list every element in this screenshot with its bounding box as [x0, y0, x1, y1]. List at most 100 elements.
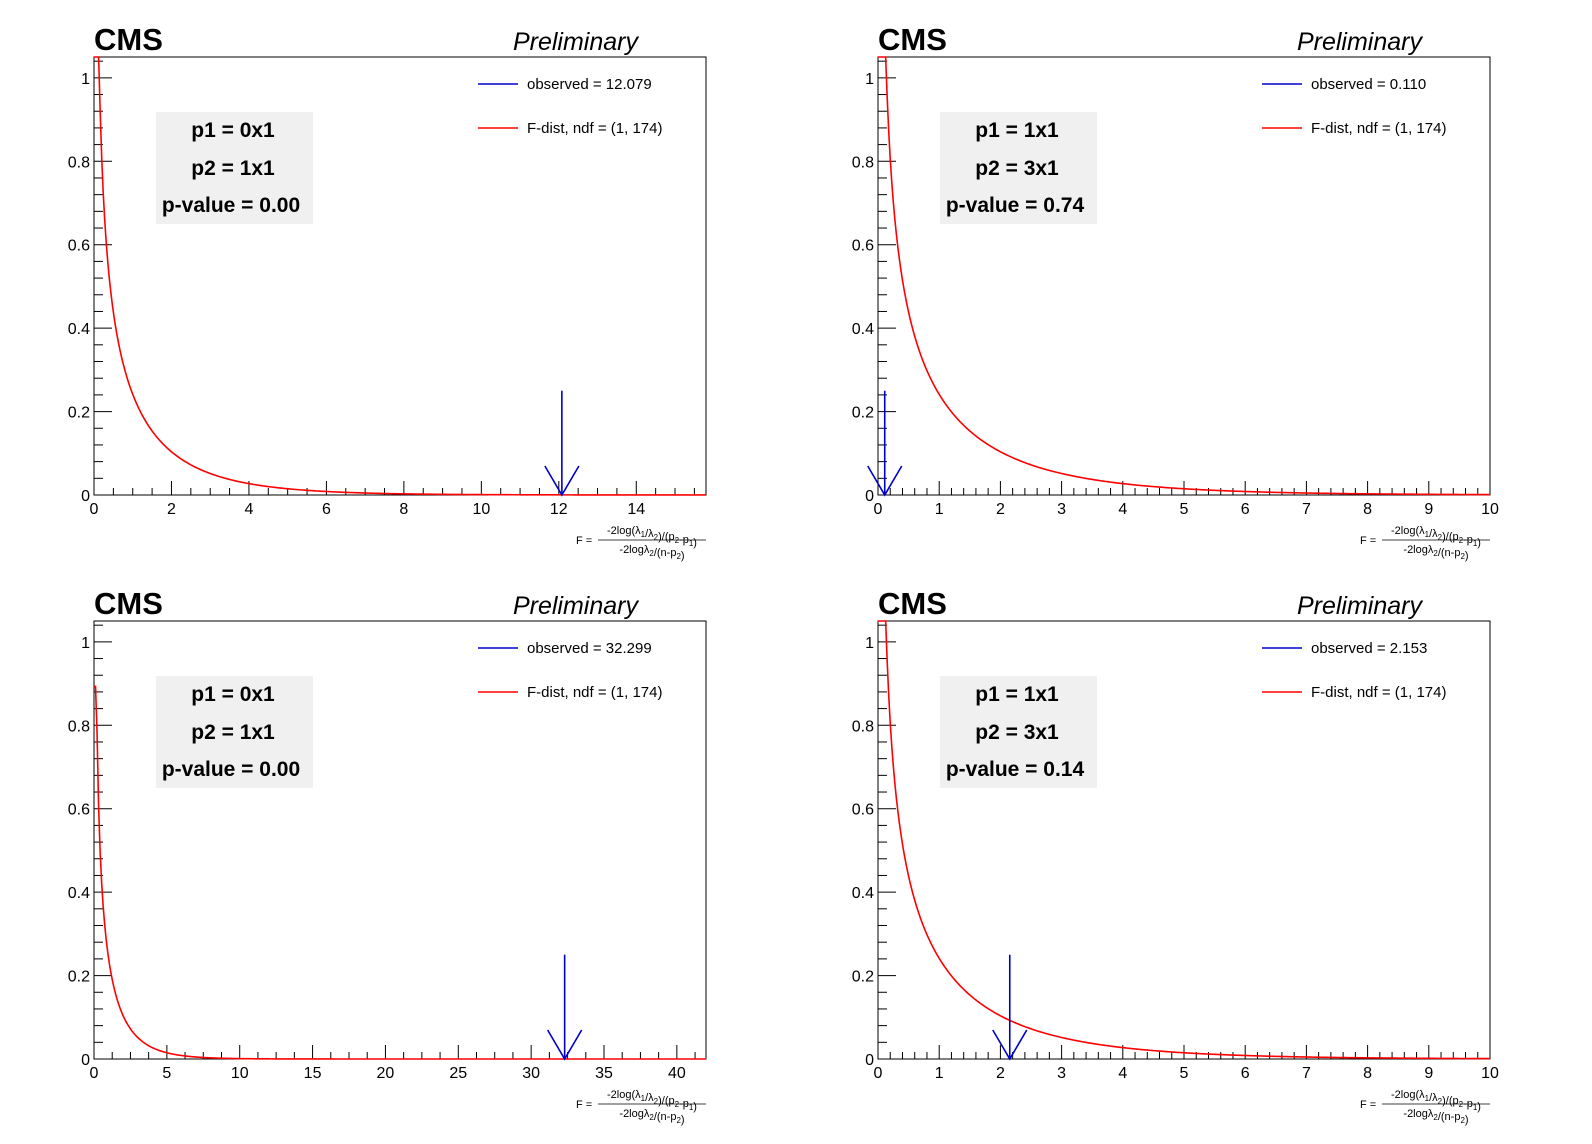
x-tick-label: 0 [90, 501, 99, 518]
y-tick-label: 0.8 [852, 718, 874, 735]
legend-fdist-label: F-dist, ndf = (1, 174) [527, 120, 662, 137]
y-tick-label: 0.2 [852, 405, 874, 422]
y-tick-label: 0.4 [852, 321, 874, 338]
x-tick-label: 4 [1118, 501, 1127, 518]
x-tick-label: 35 [595, 1065, 613, 1082]
legend-observed-label: observed = 32.299 [527, 640, 652, 657]
observed-arrow-head [867, 465, 903, 497]
info-box [940, 676, 1097, 788]
x-tick-label: 25 [449, 1065, 467, 1082]
y-tick-label: 0.4 [68, 321, 90, 338]
x-tick-label: 10 [1481, 1065, 1499, 1082]
xlabel-denominator: -2logλ2/(n-p2) [1403, 1108, 1468, 1126]
info-pvalue: p-value = 0.74 [946, 194, 1085, 217]
preliminary-label: Preliminary [513, 592, 640, 620]
observed-arrow-head [546, 1029, 583, 1061]
x-tick-label: 4 [244, 501, 253, 518]
y-tick-label: 0.4 [68, 885, 90, 902]
x-tick-label: 20 [377, 1065, 395, 1082]
y-tick-label: 0 [865, 1052, 874, 1069]
x-tick-label: 5 [1180, 501, 1189, 518]
preliminary-label: Preliminary [1297, 592, 1424, 620]
cms-label: CMS [94, 22, 163, 57]
y-tick-label: 0 [81, 488, 90, 505]
fdist-curve [878, 56, 1490, 496]
info-p1: p1 = 1x1 [975, 683, 1059, 706]
legend-observed-label: observed = 12.079 [527, 76, 652, 93]
x-tick-label: 8 [1363, 1065, 1372, 1082]
x-tick-label: 8 [1363, 501, 1372, 518]
x-tick-label: 8 [399, 501, 408, 518]
x-tick-label: 0 [874, 1065, 883, 1082]
info-box [940, 112, 1097, 224]
y-tick-label: 0.8 [68, 718, 90, 735]
x-tick-label: 7 [1302, 501, 1311, 518]
legend-observed-label: observed = 0.110 [1311, 76, 1426, 93]
legend-observed-label: observed = 2.153 [1311, 640, 1427, 657]
info-p1: p1 = 1x1 [975, 119, 1059, 142]
observed-arrow-head [544, 465, 580, 497]
x-tick-label: 2 [996, 1065, 1005, 1082]
x-tick-label: 1 [935, 501, 944, 518]
preliminary-label: Preliminary [513, 28, 640, 56]
info-p2: p2 = 3x1 [975, 157, 1059, 180]
y-tick-label: 0.6 [68, 238, 90, 255]
x-tick-label: 14 [627, 501, 645, 518]
x-tick-label: 0 [90, 1065, 99, 1082]
xlabel-denominator: -2logλ2/(n-p2) [619, 544, 684, 562]
x-tick-label: 2 [167, 501, 176, 518]
info-p1: p1 = 0x1 [191, 683, 275, 706]
xlabel-prefix: F = [1360, 535, 1376, 547]
y-tick-label: 0.2 [852, 969, 874, 986]
xlabel-prefix: F = [576, 535, 592, 547]
x-tick-label: 5 [1180, 1065, 1189, 1082]
x-tick-label: 40 [668, 1065, 686, 1082]
fdist-curve [94, 56, 706, 496]
info-pvalue: p-value = 0.14 [946, 758, 1085, 781]
info-box [156, 112, 313, 224]
info-p2: p2 = 3x1 [975, 721, 1059, 744]
x-tick-label: 10 [1481, 501, 1499, 518]
x-tick-label: 15 [304, 1065, 322, 1082]
plot-frame [93, 56, 707, 496]
y-tick-label: 0.2 [68, 405, 90, 422]
y-tick-label: 0 [865, 488, 874, 505]
xlabel-prefix: F = [1360, 1099, 1376, 1111]
x-tick-label: 9 [1424, 501, 1433, 518]
y-tick-label: 1 [81, 71, 90, 88]
y-tick-label: 0.8 [852, 154, 874, 171]
y-tick-label: 0.2 [68, 969, 90, 986]
y-tick-label: 1 [81, 635, 90, 652]
y-tick-label: 0.4 [852, 885, 874, 902]
x-tick-label: 10 [231, 1065, 249, 1082]
info-pvalue: p-value = 0.00 [162, 758, 300, 781]
y-tick-label: 0.6 [852, 238, 874, 255]
x-tick-label: 6 [1241, 1065, 1250, 1082]
info-p2: p2 = 1x1 [191, 157, 275, 180]
xlabel-denominator: -2logλ2/(n-p2) [619, 1108, 684, 1126]
cms-label: CMS [878, 586, 947, 621]
x-tick-label: 7 [1302, 1065, 1311, 1082]
x-tick-label: 0 [874, 501, 883, 518]
x-tick-label: 30 [522, 1065, 540, 1082]
x-tick-label: 12 [550, 501, 568, 518]
info-box [156, 676, 313, 788]
y-tick-label: 0 [81, 1052, 90, 1069]
y-tick-label: 1 [865, 635, 874, 652]
x-tick-label: 6 [1241, 501, 1250, 518]
fdist-curve [94, 685, 706, 1060]
xlabel-denominator: -2logλ2/(n-p2) [1403, 544, 1468, 562]
x-tick-label: 5 [162, 1065, 171, 1082]
cms-label: CMS [94, 586, 163, 621]
info-p2: p2 = 1x1 [191, 721, 275, 744]
legend-fdist-label: F-dist, ndf = (1, 174) [1311, 120, 1446, 137]
y-tick-label: 1 [865, 71, 874, 88]
x-tick-label: 1 [935, 1065, 944, 1082]
y-tick-label: 0.6 [852, 802, 874, 819]
info-p1: p1 = 0x1 [191, 119, 275, 142]
legend-fdist-label: F-dist, ndf = (1, 174) [527, 684, 662, 701]
